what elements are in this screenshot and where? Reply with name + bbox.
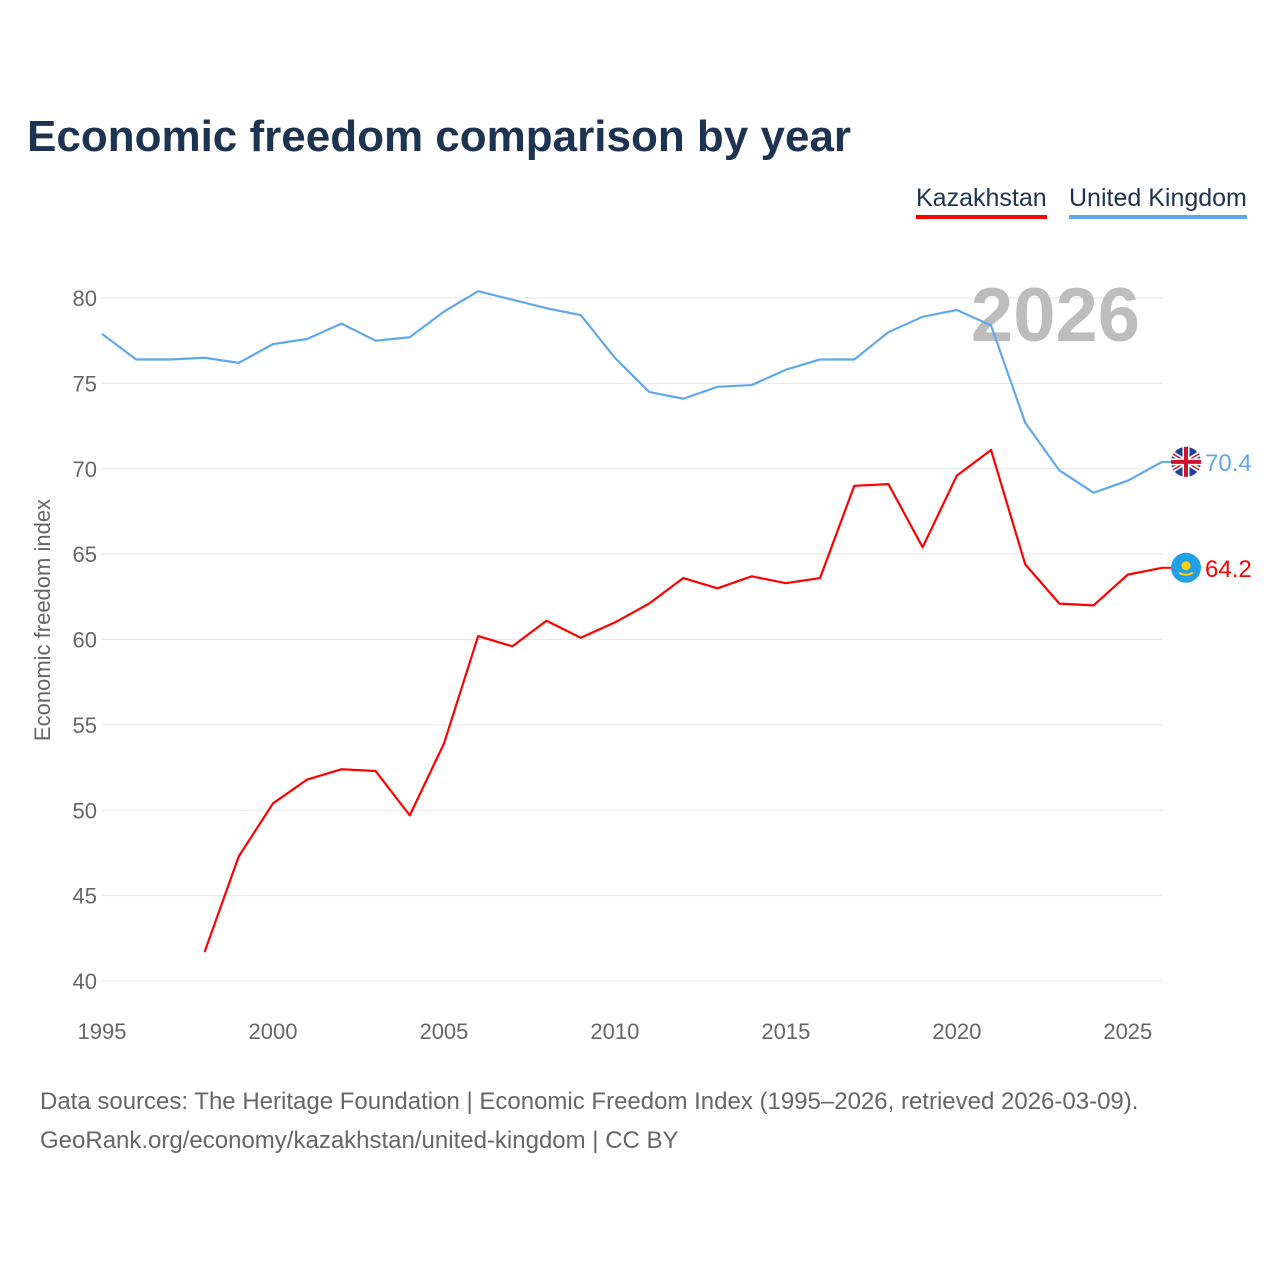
y-tick-label: 65 (73, 542, 97, 567)
x-tick-label: 2010 (590, 1019, 639, 1044)
source-note: Data sources: The Heritage Foundation | … (40, 1088, 1139, 1115)
chart-title: Economic freedom comparison by year (27, 112, 852, 161)
y-tick-label: 45 (73, 884, 97, 909)
legend-kazakhstan[interactable]: Kazakhstan (916, 184, 1047, 219)
y-tick-label: 40 (73, 969, 97, 994)
series-line-kazakhstan (203, 448, 1163, 953)
uk-flag-cross-red (1171, 446, 1201, 477)
x-tick-label: 2020 (932, 1019, 981, 1044)
y-tick-label: 75 (73, 371, 97, 396)
y-tick-label: 70 (73, 457, 97, 482)
y-tick-label: 55 (73, 713, 97, 738)
end-value-label: 64.2 (1205, 556, 1252, 583)
x-tick-label: 2025 (1103, 1019, 1152, 1044)
legend-united-kingdom[interactable]: United Kingdom (1069, 184, 1247, 219)
source-url: GeoRank.org/economy/kazakhstan/united-ki… (40, 1127, 679, 1154)
y-tick-label: 80 (73, 286, 97, 311)
x-tick-label: 2015 (761, 1019, 810, 1044)
end-value-label: 70.4 (1205, 450, 1252, 477)
x-tick-label: 1995 (78, 1019, 127, 1044)
y-tick-label: 50 (73, 798, 97, 823)
series-line-united-kingdom (101, 290, 1163, 494)
y-axis-label: Economic freedom index (30, 499, 55, 741)
y-tick-label: 60 (73, 628, 97, 653)
year-label: 2026 (971, 273, 1140, 358)
x-tick-label: 2005 (419, 1019, 468, 1044)
kazakhstan-flag-sun (1181, 561, 1191, 571)
x-tick-label: 2000 (248, 1019, 297, 1044)
kazakhstan-flag-eagle (1178, 571, 1194, 576)
